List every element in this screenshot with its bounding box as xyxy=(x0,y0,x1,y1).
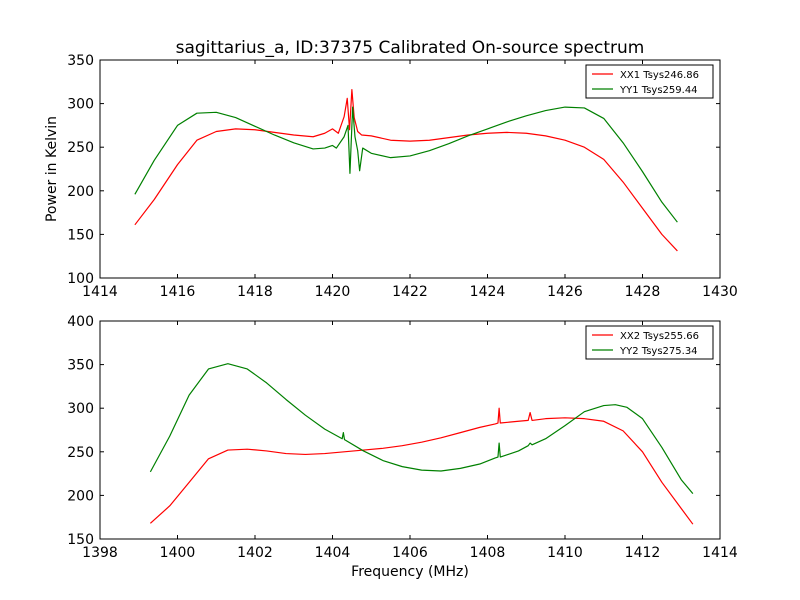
y-tick-label: 300 xyxy=(67,401,94,417)
x-tick-label: 1420 xyxy=(315,284,351,300)
series-line-1 xyxy=(134,89,678,252)
legend-entry: XX2 Tsys255.66 xyxy=(620,331,699,342)
x-tick-label: 1418 xyxy=(237,284,273,300)
x-tick-label: 1410 xyxy=(547,545,583,561)
x-tick-label: 1430 xyxy=(702,284,738,300)
legend-entry: YY1 Tsys259.44 xyxy=(619,85,698,96)
series-line-2 xyxy=(149,363,694,495)
legend-frame xyxy=(585,325,714,360)
y-tick-label: 250 xyxy=(67,445,94,461)
y-tick-label: 300 xyxy=(67,97,94,113)
y-tick-label: 200 xyxy=(67,184,94,200)
y-tick-label: 350 xyxy=(67,358,94,374)
y-tick-label: 150 xyxy=(67,532,94,548)
x-tick-label: 1422 xyxy=(392,284,428,300)
x-tick-label: 1400 xyxy=(160,545,196,561)
x-tick-label: 1428 xyxy=(625,284,661,300)
x-tick-label: 1426 xyxy=(547,284,583,300)
x-tick-label: 1414 xyxy=(82,284,118,300)
x-tick-label: 1424 xyxy=(470,284,506,300)
series-line-2 xyxy=(134,106,678,223)
x-tick-label: 1402 xyxy=(237,545,273,561)
y-tick-label: 400 xyxy=(67,314,94,330)
legend-frame xyxy=(585,64,714,99)
y-tick-label: 250 xyxy=(67,140,94,156)
chart-top: 1414 1416 1418 1420 1422 1424 1426 1428 1430 100 1… xyxy=(44,53,738,300)
x-tick-label: 1408 xyxy=(470,545,506,561)
x-axis-label: Frequency (MHz) xyxy=(351,564,469,580)
x-tick-label: 1416 xyxy=(160,284,196,300)
legend: XX1 Tsys246.86 YY1 Tsys259.44 xyxy=(585,64,714,99)
y-tick-label: 200 xyxy=(67,488,94,504)
y-tick-label: 100 xyxy=(67,271,94,287)
legend-entry: XX1 Tsys246.86 xyxy=(620,70,699,81)
legend-entry: YY2 Tsys275.34 xyxy=(619,346,698,357)
x-tick-label: 1412 xyxy=(625,545,661,561)
chart-title: sagittarius_a, ID:37375 Calibrated On-so… xyxy=(176,38,645,58)
x-tick-label: 1414 xyxy=(702,545,738,561)
x-tick-label: 1406 xyxy=(392,545,428,561)
x-tick-label: 1404 xyxy=(315,545,351,561)
chart-bottom: 1398 1400 1402 1404 1406 1408 1410 1412 1414 150 2… xyxy=(67,314,738,580)
y-tick-label: 350 xyxy=(67,53,94,69)
legend: XX2 Tsys255.66 YY2 Tsys275.34 xyxy=(585,325,714,360)
x-tick-label: 1398 xyxy=(82,545,118,561)
series-line-1 xyxy=(149,407,694,525)
y-tick-label: 150 xyxy=(67,227,94,243)
y-axis-label: Power in Kelvin xyxy=(44,116,60,222)
